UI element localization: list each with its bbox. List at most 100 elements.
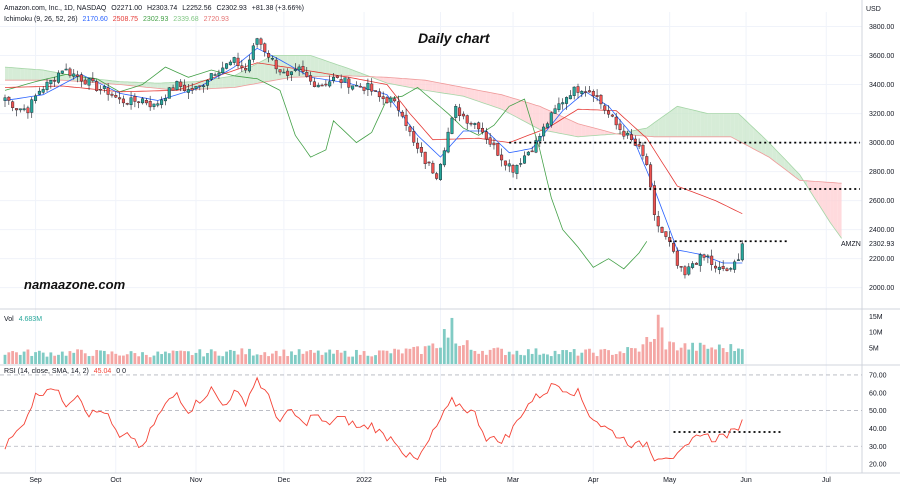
volume-bar — [355, 349, 358, 364]
volume-bar — [683, 343, 687, 364]
cloud-segment — [245, 67, 250, 86]
candle-body — [7, 96, 11, 101]
volume-bar — [286, 356, 290, 364]
symbol-name: Amazon.com, Inc., 1D, NASDAQ — [4, 5, 107, 12]
volume-bar — [523, 355, 526, 364]
volume-bar — [60, 351, 64, 364]
candle-body — [56, 72, 60, 83]
volume-bar — [496, 347, 500, 364]
candle-body — [412, 131, 416, 143]
volume-bar — [668, 341, 672, 364]
price-tick-3200: 3200.00 — [869, 111, 894, 118]
cloud-segment — [501, 94, 506, 112]
candle-body — [427, 161, 431, 164]
candle-body — [370, 83, 374, 92]
volume-bar — [251, 355, 255, 364]
candle-body — [584, 91, 588, 93]
cloud-segment — [730, 113, 735, 139]
rsi-tick-70: 70.00 — [869, 372, 887, 379]
cloud-segment — [539, 106, 544, 131]
cloud-segment — [791, 166, 796, 178]
volume-tick-15: 15M — [869, 314, 883, 321]
candle-body — [68, 68, 72, 76]
last-price-label: 2302.93 — [869, 241, 894, 248]
candle-body — [549, 112, 553, 126]
volume-bar — [217, 355, 221, 364]
volume-bar — [167, 353, 171, 364]
price-tick-3000: 3000.00 — [869, 140, 894, 147]
cloud-segment — [677, 106, 682, 137]
volume-bar — [179, 350, 183, 364]
candle-body — [22, 108, 26, 111]
cloud-segment — [310, 55, 315, 77]
volume-bar — [664, 349, 668, 364]
volume-bar — [610, 354, 614, 364]
volume-bar — [68, 351, 72, 364]
ohlc-change: +81.38 (+3.66%) — [251, 5, 304, 12]
ich-chikou-value: 2302.93 — [143, 16, 169, 23]
candle-body — [110, 93, 114, 96]
volume-bar — [381, 350, 385, 364]
candle-body — [714, 265, 718, 269]
cloud-segment — [516, 99, 521, 120]
cloud-segment — [234, 73, 239, 88]
candle-body — [664, 231, 668, 237]
cloud-segment — [662, 114, 666, 137]
candle-body — [91, 78, 95, 82]
candle-body — [507, 163, 511, 167]
candle-body — [171, 87, 175, 91]
volume-bar — [335, 349, 339, 364]
candle-body — [26, 107, 30, 114]
candle-body — [488, 137, 492, 145]
candle-body — [706, 255, 710, 258]
candle-body — [542, 126, 546, 137]
volume-bar — [584, 349, 588, 364]
candle-body — [14, 108, 18, 111]
rsi-value: 45.04 — [93, 368, 112, 375]
volume-bar — [102, 350, 106, 364]
volume-bar — [313, 352, 316, 364]
cloud-segment — [600, 129, 605, 136]
volume-bar — [427, 345, 431, 364]
cloud-segment — [421, 79, 426, 91]
cloud-segment — [390, 77, 395, 85]
candle-body — [694, 262, 698, 265]
candle-body — [167, 87, 171, 99]
volume-bar — [565, 350, 568, 364]
candle-body — [553, 108, 557, 114]
volume-bar — [580, 352, 584, 364]
cloud-segment — [257, 61, 261, 84]
cloud-segment — [253, 63, 258, 85]
cloud-segment — [490, 92, 494, 107]
volume-bar — [72, 352, 76, 364]
candle-body — [255, 38, 259, 45]
volume-bar — [110, 351, 114, 364]
volume-bar — [125, 354, 129, 364]
volume-bar — [507, 351, 511, 364]
volume-bar — [343, 350, 347, 364]
cloud-segment — [696, 110, 701, 137]
cloud-segment — [39, 69, 44, 81]
volume-bar — [49, 352, 53, 364]
candle-body — [626, 133, 630, 136]
cloud-segment — [822, 181, 827, 217]
volume-bar — [41, 352, 45, 364]
cloud-segment — [448, 84, 452, 95]
cloud-segment — [329, 62, 334, 77]
volume-bar — [599, 349, 603, 364]
volume-bar — [653, 338, 656, 364]
cloud-segment — [811, 181, 815, 199]
cloud-segment — [681, 107, 685, 137]
price-axis-unit: USD — [866, 6, 881, 13]
volume-bar — [309, 349, 312, 364]
candle-body — [454, 106, 458, 118]
candle-body — [740, 243, 744, 261]
volume-bar — [118, 355, 121, 364]
ich-spanA-value: 2339.68 — [173, 16, 199, 23]
candle-body — [232, 57, 236, 63]
volume-bar — [186, 351, 190, 364]
cloud-segment — [665, 111, 670, 137]
candle-body — [622, 130, 626, 137]
cloud-segment — [31, 69, 36, 81]
cloud-segment — [211, 78, 216, 89]
